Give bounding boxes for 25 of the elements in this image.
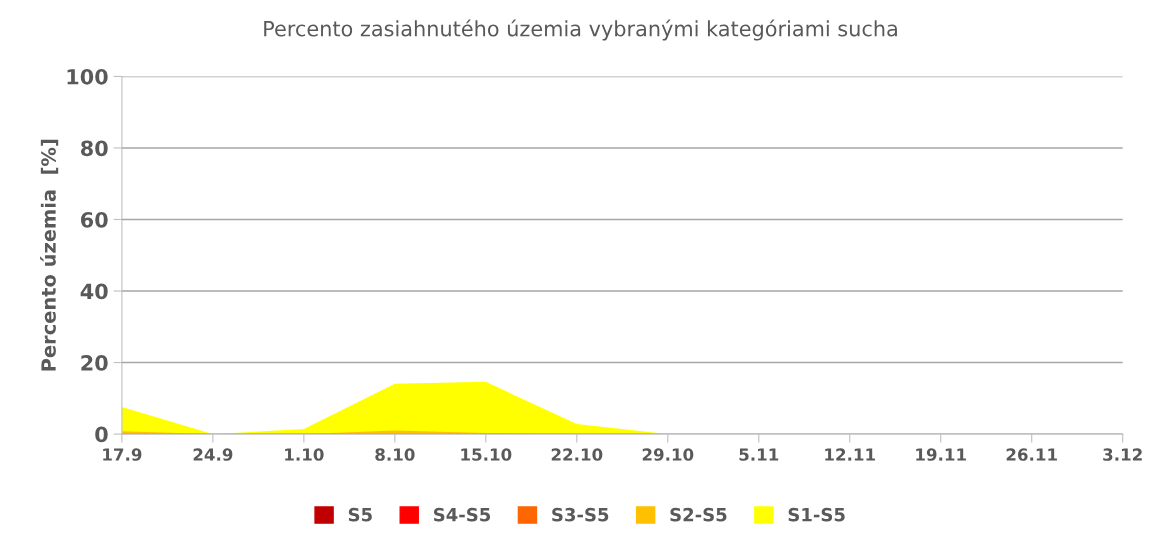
x-tick-label: 8.10 [375, 448, 415, 461]
x-tick-label: 17.9 [103, 448, 142, 461]
x-tick-label: 19.11 [916, 448, 966, 461]
legend-label: S1-S5 [788, 507, 845, 522]
x-tick-label: 22.10 [551, 448, 603, 461]
x-tick-label: 12.11 [825, 448, 875, 461]
x-tick-label: 3.12 [1103, 448, 1142, 461]
y-tick-label: 40 [80, 283, 108, 300]
chart-title: Percento zasiahnutého územia vybranými kategóriami sucha [264, 19, 897, 41]
y-axis-title: Percento územia [%] [40, 139, 59, 371]
x-tick-label: 29.10 [642, 448, 694, 461]
x-tick-label: 15.10 [461, 448, 512, 461]
legend-label: S2-S5 [670, 507, 727, 522]
legend-label: S4-S5 [434, 507, 491, 522]
y-tick-label: 100 [67, 68, 108, 85]
y-tick-label: 80 [80, 140, 108, 157]
y-tick-label: 0 [95, 426, 108, 443]
x-tick-label: 26.11 [1006, 448, 1057, 461]
legend-label: S5 [348, 507, 372, 522]
y-tick-label: 60 [81, 211, 108, 228]
x-tick-label: 1.10 [285, 448, 324, 461]
legend-label: S3-S5 [552, 507, 609, 522]
y-tick-label: 20 [81, 355, 108, 371]
x-tick-label: 5.11 [739, 448, 779, 461]
x-tick-label: 24.9 [193, 448, 233, 461]
